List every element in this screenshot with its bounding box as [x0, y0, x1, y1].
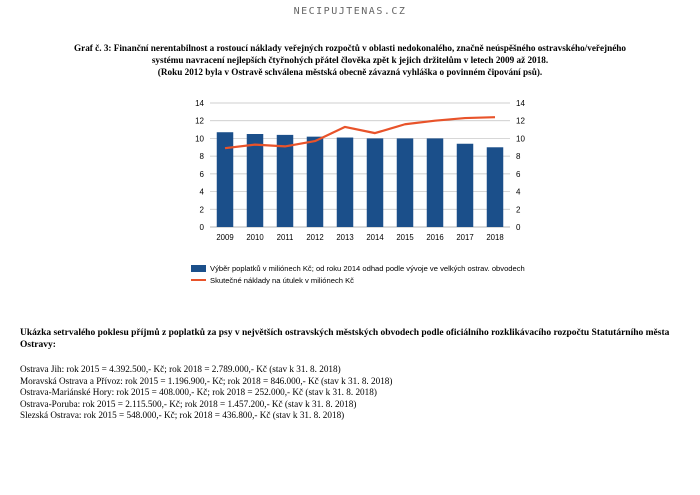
x-tick-label: 2010	[246, 233, 264, 242]
x-tick-label: 2017	[456, 233, 473, 242]
y-tick-label: 12	[195, 117, 204, 126]
list-item: Slezská Ostrava: rok 2015 = 548.000,- Kč…	[20, 410, 345, 420]
bar	[306, 136, 324, 227]
section-heading: Ukázka setrvalého poklesu příjmů z popla…	[20, 328, 670, 350]
y-tick-label: 10	[195, 134, 204, 143]
bar	[246, 134, 264, 227]
y-tick-label: 6	[200, 170, 205, 179]
x-tick-label: 2015	[396, 233, 414, 242]
secondary-y-tick-label: 4	[516, 188, 521, 197]
legend-label-line: Skutečné náklady na útulek v miliónech K…	[210, 275, 354, 285]
x-tick-label: 2011	[277, 233, 294, 242]
secondary-y-tick-label: 0	[516, 223, 521, 232]
caption-line-3: (Roku 2012 byla v Ostravě schválena měst…	[157, 67, 543, 77]
bar	[276, 134, 294, 227]
list-item: Moravská Ostrava a Přívoz: rok 2015 = 1.…	[20, 375, 393, 386]
bar	[426, 138, 444, 227]
axes: 0 2 4 6 8 10 12 14 0 2 4 6 8 10 12 14 2009 2010 2011 2012 20…	[195, 99, 525, 242]
y-tick-label: 14	[195, 99, 204, 108]
y-tick-label: 0	[200, 223, 205, 232]
line-series	[224, 116, 496, 150]
bar	[456, 143, 474, 227]
series-line	[224, 116, 496, 150]
list-item: Ostrava Jih: rok 2015 = 4.392.500,- Kč; …	[20, 364, 341, 374]
x-tick-label: 2009	[216, 233, 233, 242]
bar	[486, 147, 504, 227]
list-item: Ostrava-Mariánské Hory: rok 2015 = 408.0…	[20, 387, 377, 397]
secondary-y-tick-label: 6	[516, 170, 521, 179]
secondary-y-tick-label: 2	[516, 205, 521, 214]
x-tick-label: 2018	[486, 233, 503, 242]
y-tick-label: 2	[200, 205, 205, 214]
bar	[336, 137, 354, 227]
x-tick-label: 2012	[306, 233, 323, 242]
district-list: Ostrava Jih: rok 2015 = 4.392.500,- Kč; …	[20, 364, 392, 422]
x-tick-label: 2016	[426, 233, 443, 242]
bar	[216, 132, 234, 227]
bar-series	[216, 132, 504, 227]
secondary-y-tick-label: 12	[516, 117, 525, 126]
list-item: Ostrava-Poruba: rok 2015 = 2.115.500,- K…	[20, 398, 357, 409]
y-tick-label: 8	[200, 152, 205, 161]
caption-line-2: systému navracení nejlepších čtyřnohých …	[151, 55, 549, 65]
y-tick-label: 4	[200, 188, 205, 197]
secondary-y-tick-label: 8	[516, 152, 521, 161]
secondary-y-tick-label: 10	[516, 134, 525, 143]
secondary-y-tick-label: 14	[516, 99, 525, 108]
bar	[396, 138, 414, 227]
legend-item-bars: Výběr poplatků v miliónech Kč; od roku 2…	[191, 262, 525, 274]
chart-legend: Výběr poplatků v miliónech Kč; od roku 2…	[191, 262, 525, 286]
x-tick-label: 2014	[366, 233, 384, 242]
chart-caption: Graf č. 3: Finanční nerentabilnost a ros…	[30, 42, 670, 78]
site-logo: NECIPUJTENAS.CZ	[293, 6, 407, 17]
legend-item-line: Skutečné náklady na útulek v miliónech K…	[191, 274, 525, 286]
caption-line-1: Graf č. 3: Finanční nerentabilnost a ros…	[73, 43, 627, 53]
x-tick-label: 2013	[336, 233, 353, 242]
bar	[366, 138, 384, 227]
legend-swatch-line	[191, 279, 206, 281]
combo-chart: 0 2 4 6 8 10 12 14 0 2 4 6 8 10 12 14 2009 2010 2011 2012 20…	[195, 99, 525, 242]
legend-label-bars: Výběr poplatků v miliónech Kč; od roku 2…	[210, 263, 525, 273]
legend-swatch-bars	[191, 264, 206, 272]
